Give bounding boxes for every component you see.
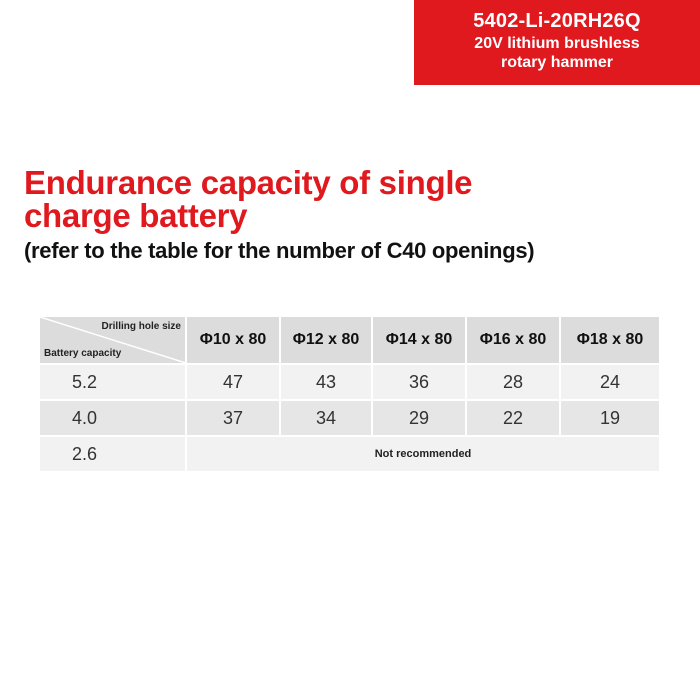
- value-cell: 22: [466, 400, 561, 436]
- value-cell: 24: [560, 364, 661, 400]
- table-row: 2.6 Not recommended: [40, 436, 661, 472]
- value-cell: 36: [372, 364, 467, 400]
- battery-capacity-label: Battery capacity: [44, 348, 122, 359]
- value-cell: 37: [186, 400, 281, 436]
- product-badge: 5402-Li-20RH26Q 20V lithium brushless ro…: [414, 0, 700, 85]
- column-header: Φ10 x 80: [186, 317, 281, 364]
- model-number: 5402-Li-20RH26Q: [473, 10, 641, 32]
- page-subtitle: (refer to the table for the number of C4…: [24, 238, 535, 263]
- table-row: 4.0 37 34 29 22 19: [40, 400, 661, 436]
- table-row: 5.2 47 43 36 28 24: [40, 364, 661, 400]
- value-cell: 47: [186, 364, 281, 400]
- value-cell: 19: [560, 400, 661, 436]
- value-cell: 34: [280, 400, 373, 436]
- page-title: Endurance capacity of single charge batt…: [24, 166, 684, 232]
- drilling-hole-size-label: Drilling hole size: [101, 321, 181, 332]
- value-cell: 29: [372, 400, 467, 436]
- product-description-line1: 20V lithium brushless: [474, 35, 640, 52]
- capacity-cell: 4.0: [40, 400, 187, 436]
- table-corner-cell: Drilling hole size Battery capacity: [40, 317, 187, 364]
- table-header-row: Drilling hole size Battery capacity Φ10 …: [40, 317, 661, 364]
- title-line1: Endurance capacity of single: [24, 164, 473, 201]
- diagonal-divider: [40, 317, 186, 363]
- not-recommended-cell: Not recommended: [186, 436, 661, 472]
- column-header: Φ12 x 80: [280, 317, 373, 364]
- endurance-table: Drilling hole size Battery capacity Φ10 …: [40, 317, 661, 473]
- value-cell: 43: [280, 364, 373, 400]
- column-header: Φ16 x 80: [466, 317, 561, 364]
- title-line2: charge battery: [24, 197, 248, 234]
- capacity-cell: 2.6: [40, 436, 187, 472]
- product-description-line2: rotary hammer: [500, 54, 614, 71]
- column-header: Φ18 x 80: [560, 317, 661, 364]
- value-cell: 28: [466, 364, 561, 400]
- capacity-cell: 5.2: [40, 364, 187, 400]
- column-header: Φ14 x 80: [372, 317, 467, 364]
